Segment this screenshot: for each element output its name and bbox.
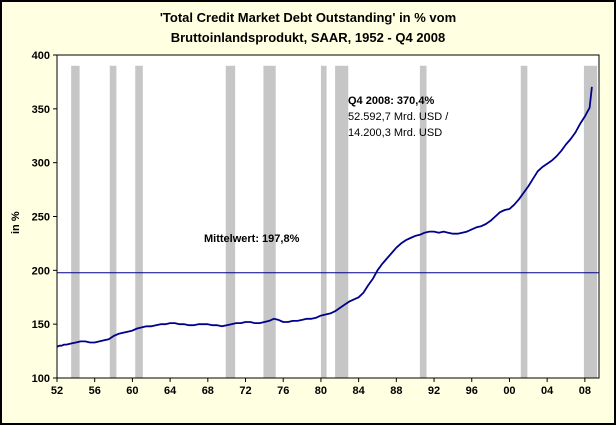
y-tick-label: 350 — [32, 104, 50, 116]
y-tick-label: 200 — [32, 265, 50, 277]
x-tick-label: 64 — [164, 385, 177, 397]
plot-background — [57, 55, 599, 378]
recession-band — [109, 65, 117, 378]
x-tick-label: 68 — [202, 385, 214, 397]
annotation-q4-usd-debt: 52.592,7 Mrd. USD / — [348, 110, 449, 123]
x-tick-label: 60 — [126, 385, 138, 397]
recession-band — [419, 65, 427, 378]
x-tick-label: 92 — [428, 385, 440, 397]
recession-band — [135, 65, 143, 378]
debt-line-series — [56, 86, 593, 348]
x-tick-label: 96 — [466, 385, 478, 397]
x-tick-label: 84 — [353, 385, 366, 397]
x-tick-label: 72 — [239, 385, 251, 397]
y-tick-label: 150 — [32, 319, 50, 331]
y-tick-label: 400 — [32, 50, 50, 62]
chart-title-line1: 'Total Credit Market Debt Outstanding' i… — [159, 10, 457, 25]
x-tick-label: 08 — [579, 385, 591, 397]
chart-title: 'Total Credit Market Debt Outstanding' i… — [2, 8, 614, 47]
x-tick-label: 00 — [503, 385, 515, 397]
recession-band — [320, 65, 327, 378]
annotation-q4-usd-gdp: 14.200,3 Mrd. USD — [348, 126, 443, 139]
chart-title-line2: Bruttoinlandsprodukt, SAAR, 1952 - Q4 20… — [170, 29, 446, 45]
y-axis-label: in % — [10, 211, 22, 234]
recession-band — [335, 65, 349, 378]
recession-band — [583, 65, 598, 378]
y-tick-label: 300 — [32, 158, 50, 170]
x-tick-label: 76 — [277, 385, 289, 397]
annotation-mean: Mittelwert: 197,8% — [204, 233, 300, 245]
annotation-q4-2008: Q4 2008: 370,4% 52.592,7 Mrd. USD / 14.2… — [348, 94, 448, 142]
recession-band — [263, 65, 276, 378]
annotation-q4-value: Q4 2008: 370,4% — [348, 95, 435, 107]
x-tick-label: 80 — [315, 385, 327, 397]
y-tick-label: 250 — [32, 212, 50, 224]
x-tick-label: 88 — [390, 385, 402, 397]
x-tick-label: 52 — [51, 385, 63, 397]
recession-band — [225, 65, 236, 378]
recession-band — [520, 65, 528, 378]
x-tick-label: 04 — [541, 385, 554, 397]
x-tick-label: 56 — [89, 385, 101, 397]
y-tick-label: 100 — [32, 373, 50, 385]
recession-band — [71, 65, 80, 378]
